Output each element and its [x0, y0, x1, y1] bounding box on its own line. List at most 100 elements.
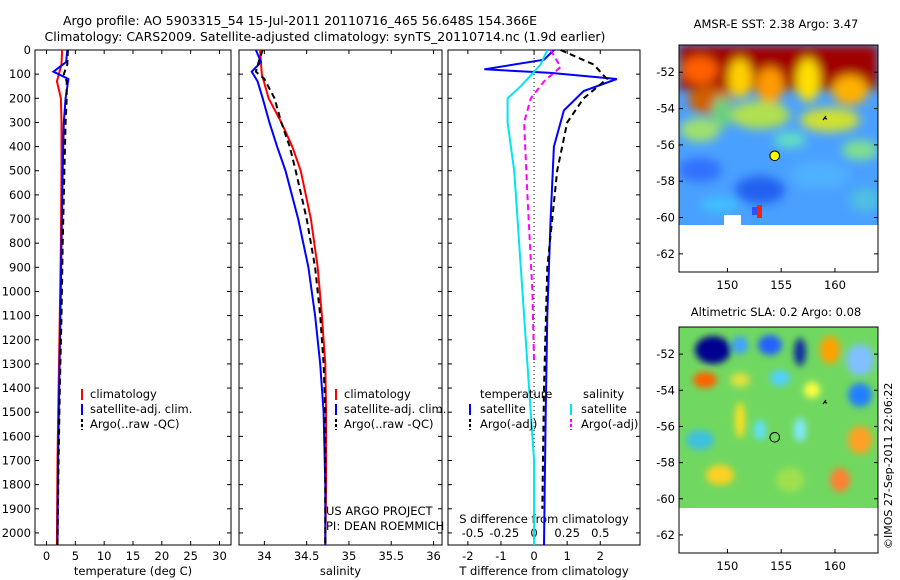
project-note-line1: US ARGO PROJECT: [326, 504, 434, 518]
legend-label: satellite-adj. clim.: [344, 402, 446, 416]
map-x-tick-label: 160: [824, 559, 846, 573]
y-tick-label: 0: [24, 43, 31, 57]
series-line-satellite: [506, 49, 549, 545]
legend-label: satellite-adj. clim.: [90, 402, 192, 416]
legend-label: Argo(-adj): [581, 417, 638, 431]
x-tick-label: 5: [72, 549, 79, 563]
x-tick-label: 1: [564, 549, 571, 563]
legend-group-title: salinity: [583, 387, 624, 401]
x-tick-label: 0: [43, 549, 50, 563]
x-tick-label: 2: [597, 549, 604, 563]
y-tick-label: 300: [9, 115, 31, 129]
map-x-tick-label: 155: [770, 278, 792, 292]
y-tick-label: 1000: [2, 284, 31, 298]
series-line-argo-raw-qc-: [254, 49, 327, 545]
x-tick-label: 34.5: [294, 549, 320, 563]
x-axis-label: T difference from climatology: [458, 564, 629, 578]
legend-label: Argo(..raw -QC): [90, 417, 180, 431]
x-axis-label: temperature (deg C): [74, 564, 192, 578]
y-tick-label: 1600: [2, 429, 31, 443]
project-note-line2: PI: DEAN ROEMMICH: [326, 519, 444, 533]
y-tick-label: 2000: [2, 526, 31, 540]
profile-marker: [769, 150, 781, 162]
series-line-argo-raw-qc-: [56, 49, 69, 546]
top-tick-label: -0.5: [462, 526, 484, 540]
y-tick-label: 1400: [2, 381, 31, 395]
legend-label: Argo(-adj): [480, 417, 537, 431]
figure-title-line2: Climatology: CARS2009. Satellite-adjuste…: [45, 29, 606, 44]
y-tick-label: 900: [9, 260, 31, 274]
legend-label: climatology: [90, 387, 157, 401]
x-tick-label: 10: [97, 549, 112, 563]
map-x-tick-label: 150: [716, 559, 738, 573]
x-tick-label: 15: [126, 549, 141, 563]
x-tick-label: 25: [183, 549, 198, 563]
map-x-tick-label: 150: [716, 278, 738, 292]
profile-marker: [769, 431, 781, 443]
x-tick-label: 30: [212, 549, 227, 563]
map-x-tick-label: 160: [824, 278, 846, 292]
sst-map-frame: [678, 44, 879, 273]
temperature-panel: 0100200300400500600700800900100011001200…: [2, 43, 232, 578]
x-axis-label: salinity: [320, 564, 361, 578]
x-tick-label: 36: [426, 549, 441, 563]
map-y-tick-label: -60: [656, 492, 675, 506]
map-y-tick-label: -62: [656, 528, 675, 542]
series-line-argo-adj-: [523, 49, 562, 364]
map-y-tick-label: -52: [656, 65, 675, 79]
x-tick-label: -1: [495, 549, 506, 563]
sla-map: Altimetric SLA: 0.2 Argo: 0.08: [656, 305, 879, 573]
y-tick-label: 100: [9, 67, 31, 81]
series-line-satellite-adj-clim-: [250, 49, 327, 545]
sla-map-frame: [678, 326, 879, 554]
y-tick-label: 700: [9, 212, 31, 226]
y-tick-label: 1300: [2, 357, 31, 371]
sst-map: AMSR-E SST: 2.38 Argo: 3.47: [656, 17, 879, 292]
y-tick-label: 1100: [2, 309, 31, 323]
salinity-panel: 34 34.5 35 35.5 36 salinity climatologysatelli…: [238, 49, 446, 578]
legend-label: Argo(..raw -QC): [344, 417, 434, 431]
top-tick-label: 0.25: [554, 526, 580, 540]
x-tick-label: 34: [257, 549, 272, 563]
top-tick-label: -0.25: [489, 526, 519, 540]
y-tick-label: 1500: [2, 405, 31, 419]
y-tick-label: 800: [9, 236, 31, 250]
y-tick-label: 200: [9, 91, 31, 105]
salinity-frame: [238, 49, 443, 546]
top-tick-label: 0.5: [591, 526, 609, 540]
sst-map-title: AMSR-E SST: 2.38 Argo: 3.47: [694, 17, 859, 31]
sla-map-title: Altimetric SLA: 0.2 Argo: 0.08: [691, 305, 861, 319]
x-tick-label: 20: [155, 549, 170, 563]
map-y-tick-label: -54: [656, 102, 675, 116]
x-tick-label: 0: [530, 549, 537, 563]
y-tick-label: 400: [9, 140, 31, 154]
x-tick-label: 35.5: [378, 549, 404, 563]
x-tick-label: 35: [342, 549, 357, 563]
map-y-tick-label: -54: [656, 383, 675, 397]
legend-label: climatology: [344, 387, 411, 401]
y-tick-label: 600: [9, 188, 31, 202]
legend-label: satellite: [581, 402, 627, 416]
map-x-tick-label: 155: [770, 559, 792, 573]
difference-panel: -2 -1 0 1 2T difference from climatology -0.5…: [447, 49, 641, 578]
map-y-tick-label: -60: [656, 211, 675, 225]
y-tick-label: 500: [9, 164, 31, 178]
map-y-tick-label: -62: [656, 247, 675, 261]
map-y-tick-label: -58: [656, 174, 675, 188]
y-tick-label: 1800: [2, 478, 31, 492]
legend-group-title: temperature: [480, 387, 552, 401]
x-tick-label: -2: [462, 549, 473, 563]
figure-title-line1: Argo profile: AO 5903315_54 15-Jul-2011 …: [63, 13, 537, 28]
series-line-argo-adj-: [541, 49, 609, 509]
map-y-tick-label: -56: [656, 138, 675, 152]
credit-text: ©IMOS 27-Sep-2011 22:06:22: [882, 383, 895, 549]
y-tick-label: 1700: [2, 453, 31, 467]
map-y-tick-label: -56: [656, 419, 675, 433]
map-y-tick-label: -52: [656, 347, 675, 361]
map-y-tick-label: -58: [656, 456, 675, 470]
series-line-satellite: [484, 49, 618, 546]
legend-label: satellite: [480, 402, 526, 416]
y-tick-label: 1900: [2, 502, 31, 516]
y-tick-label: 1200: [2, 333, 31, 347]
